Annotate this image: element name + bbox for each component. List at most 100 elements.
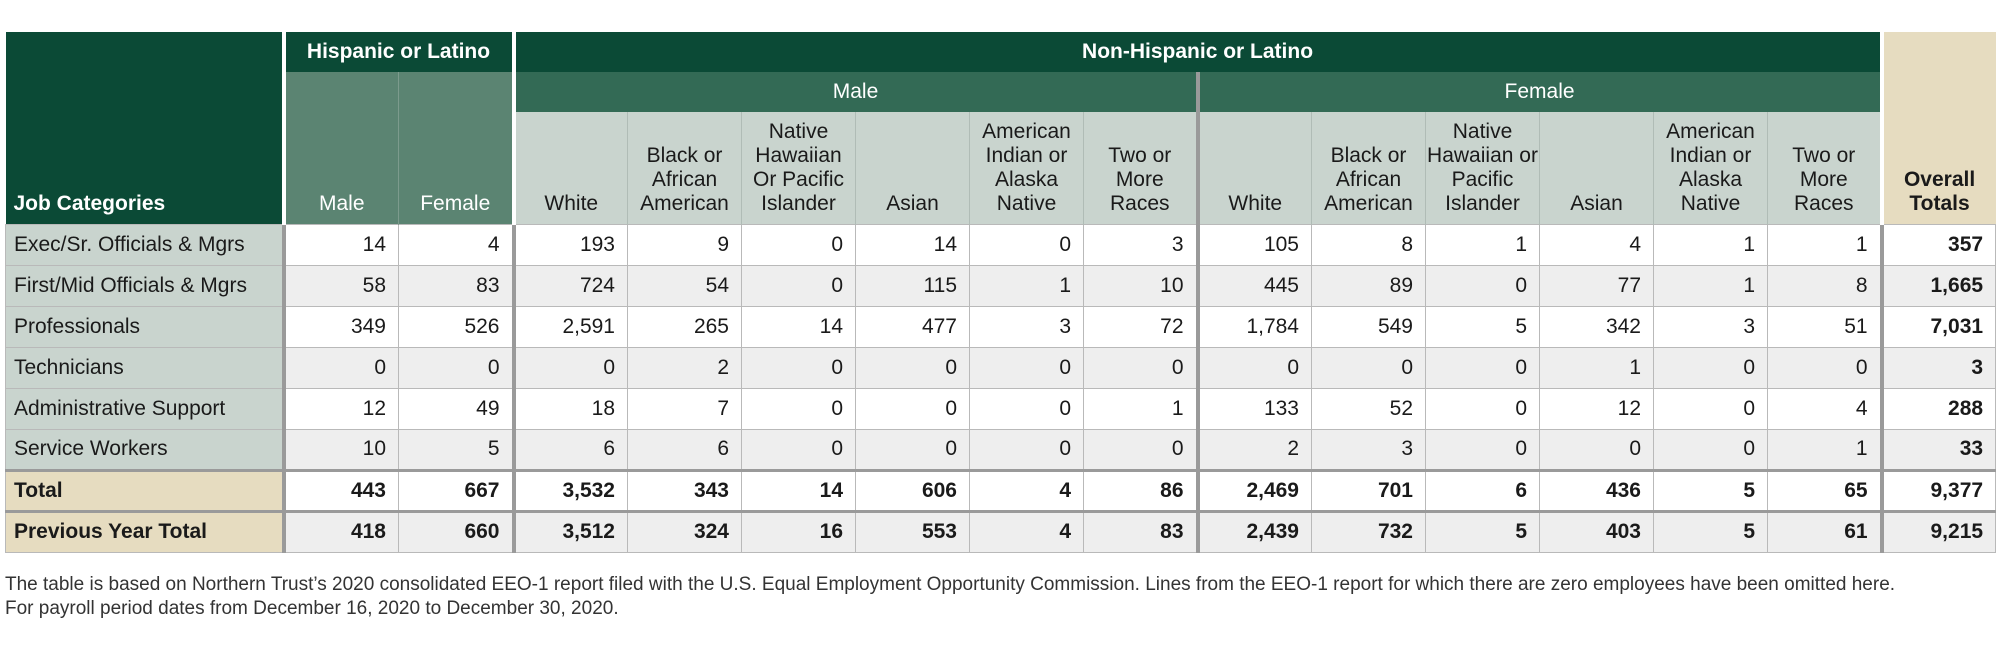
- data-cell: 0: [741, 264, 856, 307]
- table-row: Technicians 0 0 0 2 0 0 0 0 0 0 0 1 0 0 3: [5, 346, 1997, 389]
- data-cell: 2,439: [1195, 509, 1312, 553]
- data-cell: 0: [1425, 346, 1540, 389]
- data-cell: 3: [1653, 305, 1768, 348]
- data-cell: 0: [1083, 428, 1198, 471]
- data-cell: 4: [969, 468, 1084, 512]
- row-total: 288: [1879, 387, 1997, 430]
- data-cell: 0: [969, 428, 1084, 471]
- row-total: 357: [1879, 223, 1997, 266]
- data-cell: 12: [281, 387, 399, 430]
- row-total: 33: [1879, 428, 1997, 471]
- data-cell: 83: [398, 264, 514, 307]
- data-cell: 0: [969, 387, 1084, 430]
- row-category: Exec/Sr. Officials & Mgrs: [5, 223, 284, 266]
- row-category: Professionals: [5, 305, 284, 348]
- data-cell: 4: [969, 509, 1084, 553]
- data-cell: 133: [1195, 387, 1312, 430]
- data-cell: 324: [627, 509, 742, 553]
- col-female-american-indian: American Indian or Alaska Native: [1653, 112, 1768, 224]
- data-cell: 58: [281, 264, 399, 307]
- data-cell: 115: [855, 264, 970, 307]
- row-category: Previous Year Total: [5, 509, 284, 553]
- footnote-line-1: The table is based on Northern Trust’s 2…: [5, 574, 1896, 595]
- data-cell: 0: [969, 223, 1084, 266]
- data-cell: 14: [741, 468, 856, 512]
- summary-row: Total 443 667 3,532 343 14 606 4 86 2,469 701 6 436 5…: [5, 468, 1997, 512]
- data-cell: 526: [398, 305, 514, 348]
- col-female-white: White: [1195, 112, 1312, 224]
- row-category: First/Mid Officials & Mgrs: [5, 264, 284, 307]
- data-cell: 0: [398, 346, 514, 389]
- data-cell: 0: [1195, 346, 1312, 389]
- table-body: Exec/Sr. Officials & Mgrs 14 4 193 9 0 14 0 3 105…: [5, 223, 1997, 553]
- data-cell: 1: [1766, 428, 1883, 471]
- table-row: Professionals 349 526 2,591 265 14 477 3 72 1,784…: [5, 305, 1997, 348]
- data-cell: 1: [969, 264, 1084, 307]
- data-cell: 49: [398, 387, 514, 430]
- eeo-table-container: Job Categories Hispanic or Latino Non-Hi…: [5, 32, 1997, 553]
- table-row: First/Mid Officials & Mgrs 58 83 724 54 0 115 1…: [5, 264, 1997, 307]
- hispanic-male-header: Male: [281, 72, 399, 224]
- data-cell: 1: [1539, 346, 1654, 389]
- data-cell: 0: [511, 346, 628, 389]
- data-cell: 403: [1539, 509, 1654, 553]
- data-cell: 51: [1766, 305, 1883, 348]
- non-hispanic-female-header: Female: [1195, 72, 1882, 112]
- data-cell: 0: [1653, 387, 1768, 430]
- data-cell: 1: [1653, 223, 1768, 266]
- data-cell: 4: [1766, 387, 1883, 430]
- data-cell: 6: [1425, 468, 1540, 512]
- data-cell: 1,784: [1195, 305, 1312, 348]
- data-cell: 549: [1311, 305, 1426, 348]
- table-row: Service Workers 10 5 6 6 0 0 0 0 2 3 0 0 0 1 33: [5, 428, 1997, 471]
- data-cell: 1: [1653, 264, 1768, 307]
- data-cell: 61: [1766, 509, 1883, 553]
- data-cell: 5: [1653, 509, 1768, 553]
- data-cell: 418: [281, 509, 399, 553]
- data-cell: 265: [627, 305, 742, 348]
- data-cell: 0: [855, 428, 970, 471]
- data-cell: 3: [1311, 428, 1426, 471]
- data-cell: 1: [1083, 387, 1198, 430]
- data-cell: 660: [398, 509, 514, 553]
- data-cell: 0: [741, 223, 856, 266]
- data-cell: 343: [627, 468, 742, 512]
- data-cell: 1: [1766, 223, 1883, 266]
- data-cell: 52: [1311, 387, 1426, 430]
- data-cell: 65: [1766, 468, 1883, 512]
- data-cell: 3: [1083, 223, 1198, 266]
- data-cell: 3,532: [511, 468, 628, 512]
- data-cell: 0: [1425, 387, 1540, 430]
- data-cell: 77: [1539, 264, 1654, 307]
- footnote-line-2: For payroll period dates from December 1…: [5, 598, 619, 619]
- data-cell: 4: [398, 223, 514, 266]
- data-cell: 606: [855, 468, 970, 512]
- row-total: 7,031: [1879, 305, 1997, 348]
- data-cell: 0: [741, 346, 856, 389]
- data-cell: 0: [1425, 264, 1540, 307]
- data-cell: 0: [1539, 428, 1654, 471]
- table-header: Job Categories Hispanic or Latino Non-Hi…: [5, 32, 1996, 224]
- non-hispanic-header: Non-Hispanic or Latino: [511, 32, 1882, 72]
- data-cell: 2: [627, 346, 742, 389]
- data-cell: 14: [741, 305, 856, 348]
- data-cell: 105: [1195, 223, 1312, 266]
- col-male-two-or-more: Two or More Races: [1083, 112, 1198, 224]
- col-male-black: Black or African American: [627, 112, 742, 224]
- row-total: 1,665: [1879, 264, 1997, 307]
- non-hispanic-male-header: Male: [511, 72, 1198, 112]
- data-cell: 0: [1425, 428, 1540, 471]
- data-cell: 86: [1083, 468, 1198, 512]
- data-cell: 0: [1083, 346, 1198, 389]
- data-cell: 5: [398, 428, 514, 471]
- data-cell: 12: [1539, 387, 1654, 430]
- data-cell: 16: [741, 509, 856, 553]
- col-female-black: Black or African American: [1311, 112, 1426, 224]
- row-category: Total: [5, 468, 284, 512]
- data-cell: 436: [1539, 468, 1654, 512]
- data-cell: 83: [1083, 509, 1198, 553]
- data-cell: 5: [1425, 509, 1540, 553]
- row-total: 3: [1879, 346, 1997, 389]
- data-cell: 445: [1195, 264, 1312, 307]
- data-cell: 14: [855, 223, 970, 266]
